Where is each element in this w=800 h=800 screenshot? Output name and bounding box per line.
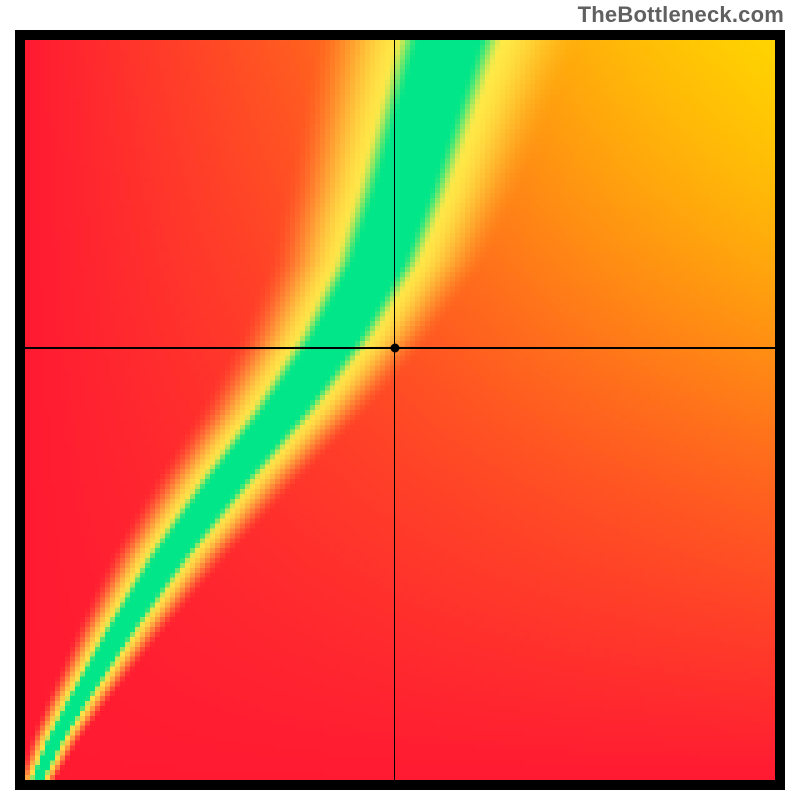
crosshair-horizontal <box>25 347 775 349</box>
crosshair-marker <box>390 343 399 352</box>
bottleneck-heatmap <box>15 30 785 790</box>
stage: TheBottleneck.com <box>0 0 800 800</box>
watermark-text: TheBottleneck.com <box>578 2 784 28</box>
heatmap-canvas <box>25 40 775 780</box>
crosshair-vertical <box>394 40 396 780</box>
